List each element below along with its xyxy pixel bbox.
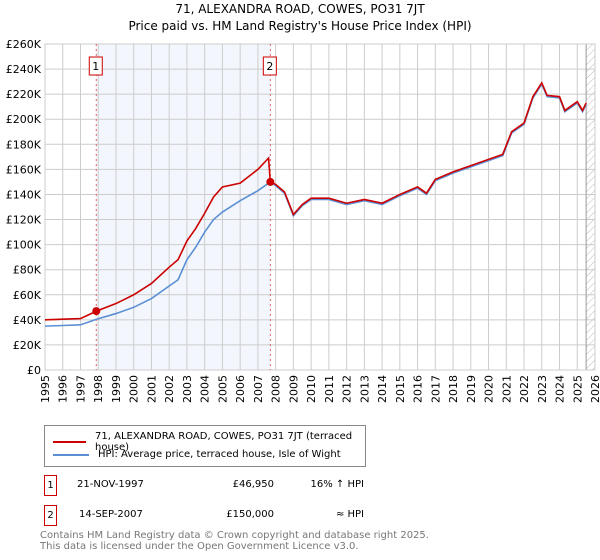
x-tick-label: 2010 [305, 375, 318, 403]
sale-price: £150,000 [226, 509, 274, 520]
sale-date: 14-SEP-2007 [79, 509, 143, 520]
sale-date: 21-NOV-1997 [77, 479, 144, 490]
x-tick-label: 2011 [323, 375, 336, 403]
y-tick-label: £20K [13, 339, 42, 352]
x-tick-label: 2013 [358, 375, 371, 403]
sale-marker: 1 [44, 475, 57, 496]
sale-marker: 2 [44, 505, 57, 526]
legend-label: HPI: Average price, terraced house, Isle… [98, 449, 341, 460]
x-tick-label: 2006 [234, 375, 247, 403]
footer: Contains HM Land Registry data © Crown c… [40, 530, 429, 552]
sale-point [266, 177, 275, 186]
x-tick-label: 2001 [145, 375, 158, 403]
x-tick-label: 2018 [447, 375, 460, 403]
x-tick-label: 2014 [376, 375, 389, 403]
sale-label-box [88, 56, 103, 76]
legend-swatch-blue [53, 453, 89, 456]
sale-label: 1 [92, 60, 99, 73]
legend-item-property: 71, ALEXANDRA ROAD, COWES, PO31 7JT (ter… [53, 431, 365, 453]
y-tick-label: £180K [6, 138, 42, 151]
footer-line: This data is licensed under the Open Gov… [40, 541, 359, 552]
x-tick-label: 2020 [483, 375, 496, 403]
x-tick-label: 1995 [39, 375, 52, 403]
x-tick-label: 2017 [429, 375, 442, 403]
x-tick-label: 1997 [74, 375, 87, 403]
y-tick-label: £240K [6, 63, 42, 76]
x-tick-label: 2000 [128, 375, 141, 403]
x-tick-label: 2008 [270, 375, 283, 403]
x-tick-label: 2002 [163, 375, 176, 403]
legend: 71, ALEXANDRA ROAD, COWES, PO31 7JT (ter… [44, 425, 366, 467]
sale-row: 2 14-SEP-2007 £150,000 ≈ HPI [44, 505, 364, 526]
x-tick-label: 2025 [571, 375, 584, 403]
x-tick-label: 2012 [341, 375, 354, 403]
x-tick-label: 2004 [199, 375, 212, 403]
y-tick-label: £40K [13, 314, 42, 327]
sale-label-box [262, 56, 277, 76]
property-price-line [44, 81, 587, 321]
y-tick-label: £80K [13, 264, 42, 277]
x-tick-label: 2019 [465, 375, 478, 403]
sale-point [92, 307, 101, 316]
legend-label: 71, ALEXANDRA ROAD, COWES, PO31 7JT (ter… [95, 431, 353, 453]
legend-swatch-red [53, 441, 87, 443]
sale-row: 1 21-NOV-1997 £46,950 16% ↑ HPI [44, 475, 364, 496]
x-tick-label: 1998 [92, 375, 105, 403]
plot-border [44, 43, 596, 371]
y-tick-label: £0 [27, 364, 41, 377]
sale-hpi: ≈ HPI [335, 509, 364, 520]
x-tick-label: 2016 [412, 375, 425, 403]
x-tick-label: 2009 [287, 375, 300, 403]
x-tick-label: 2021 [500, 375, 513, 403]
y-tick-label: £120K [6, 214, 42, 227]
y-tick-label: £160K [6, 163, 42, 176]
y-tick-label: £220K [6, 88, 42, 101]
x-tick-label: 2007 [252, 375, 265, 403]
x-tick-label: 2015 [394, 375, 407, 403]
x-tick-label: 2005 [216, 375, 229, 403]
y-tick-label: £60K [13, 289, 42, 302]
x-tick-label: 2023 [536, 375, 549, 403]
chart-subtitle: Price paid vs. HM Land Registry's House … [128, 19, 472, 33]
x-tick-label: 2024 [554, 375, 567, 403]
x-tick-label: 2003 [181, 375, 194, 403]
sale-hpi: 16% ↑ HPI [310, 479, 364, 490]
y-tick-label: £200K [6, 113, 42, 126]
forecast-hatch [586, 44, 595, 370]
y-tick-label: £140K [6, 188, 42, 201]
chart-title: 71, ALEXANDRA ROAD, COWES, PO31 7JT [175, 2, 425, 16]
y-tick-label: £260K [6, 38, 42, 51]
sale-label: 2 [266, 60, 273, 73]
price-chart: 1995 1996 1997 1998 1999 2000 2001 2002 2003 2004… [6, 38, 600, 403]
legend-item-hpi: HPI: Average price, terraced house, Isle… [53, 449, 341, 460]
x-tick-label: 2022 [518, 375, 531, 403]
sale-price: £46,950 [232, 479, 274, 490]
x-tick-label: 1999 [110, 375, 123, 403]
x-tick-label: 2026 [589, 375, 600, 403]
footer-line: Contains HM Land Registry data © Crown c… [40, 530, 429, 541]
x-tick-label: 1996 [57, 375, 70, 403]
ownership-shade [96, 44, 271, 370]
y-tick-label: £100K [6, 239, 42, 252]
